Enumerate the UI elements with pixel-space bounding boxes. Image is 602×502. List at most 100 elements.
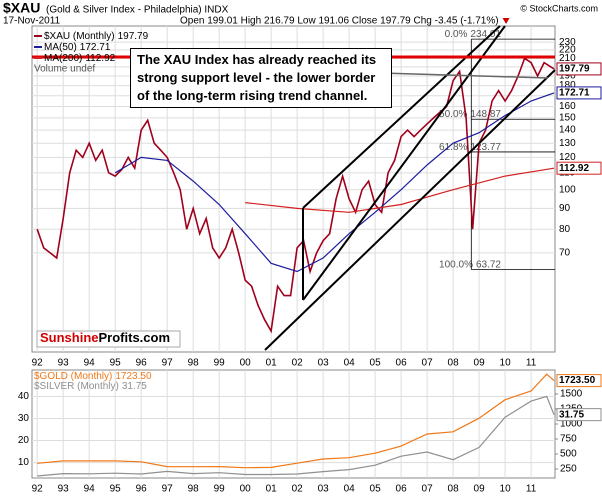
last-value-label: 1723.50 [559,375,596,386]
y-tick-label: 40 [18,391,30,402]
volume-label: Volume undef [34,64,95,75]
legend-entry: $GOLD (Monthly) 1723.50 [34,371,152,382]
y-tick-label: 180 [559,80,576,91]
series-line [37,395,555,477]
x-tick-label: 04 [344,484,356,495]
fib-percent: 100.0% [439,259,473,270]
legend-name: MA(50) [44,42,77,53]
last-value-box [556,374,602,388]
x-tick-label: 94 [84,484,96,495]
x-tick-label: 03 [318,484,330,495]
fib-percent: 0.0% [445,29,468,40]
x-tick-label: 92 [32,484,44,495]
chart-title: (Gold & Silver Index - Philadelphia) IND… [46,5,229,16]
last-value-label: 112.92 [559,163,589,174]
last-value-label: 31.75 [559,409,584,420]
y2-tick-label: 1000 [560,419,583,430]
last-value-box [556,86,602,100]
annotation: The XAU Index has already reached its st… [130,48,392,108]
fib-label: 50.0% 148.87 [439,109,501,120]
y-tick-label: 20 [18,435,30,446]
x-tick-label: 00 [240,484,252,495]
x-tick-label: 96 [136,358,148,369]
series-line [37,373,555,469]
legend-value: 31.75 [122,381,147,392]
x-tick-label: 98 [188,358,200,369]
x-tick-label: 06 [396,358,408,369]
y-tick-label: 70 [559,248,571,259]
trend-line [264,69,556,351]
x-tick-label: 11 [526,484,537,495]
x-tick-label: 07 [422,484,434,495]
logo-part: Profits.com [99,330,171,345]
x-tick-label: 05 [370,358,382,369]
logo: SunshineProfits.com [40,330,170,345]
y-tick-label: 120 [559,152,576,163]
y-tick-label: 100 [559,184,576,195]
x-tick-label: 94 [84,358,96,369]
pointer-line [379,72,549,79]
last-value-box [556,161,602,175]
x-tick-label: 92 [32,358,44,369]
y-tick-label: 130 [559,138,576,149]
source: © StockCharts.com [520,3,598,13]
x-tick-label: 09 [474,358,486,369]
series-line [114,92,555,273]
fib-value: 234.01 [470,29,501,40]
last-value-box [556,408,602,422]
last-value-box [556,62,602,76]
fib-value: 123.77 [470,142,501,153]
series-line [245,167,555,213]
date: 17-Nov-2011 [3,16,61,27]
logo-box [36,330,181,348]
legend-name: MA(200) [44,53,82,64]
legend-value: 112.92 [85,53,115,64]
y2-tick-label: 1500 [560,389,583,400]
fib-percent: 61.8% [439,142,467,153]
y-tick-label: 30 [18,413,30,424]
last-value-label: 172.71 [559,88,590,99]
x-tick-label: 05 [370,484,382,495]
legend-entry: MA(200) 112.92 [44,53,116,64]
y-tick-label: 10 [18,457,30,468]
fib-label: 0.0% 234.01 [445,29,502,40]
x-tick-label: 06 [396,484,408,495]
x-tick-label: 08 [448,358,460,369]
y-tick-label: 160 [559,101,576,112]
fib-label: 100.0% 63.72 [439,259,501,270]
x-tick-label: 02 [292,484,304,495]
x-tick-label: 99 [214,358,226,369]
y-tick-label: 220 [559,45,576,56]
legend-name: $SILVER (Monthly) [34,381,119,392]
legend-name: $XAU (Monthly) [44,31,115,42]
x-tick-label: 04 [344,358,356,369]
legend-entry: $XAU (Monthly) 197.79 [44,31,149,42]
fib-value: 63.72 [476,259,501,270]
y-tick-label: 90 [559,203,571,214]
legend-value: 197.79 [118,31,149,42]
legend-name: $GOLD (Monthly) [34,371,112,382]
x-tick-label: 98 [188,484,200,495]
quote: Open 199.01 High 216.79 Low 191.06 Close… [180,16,499,27]
legend-value: 172.71 [80,42,111,53]
x-tick-label: 93 [58,484,70,495]
symbol: $XAU [3,0,40,16]
y-tick-label: 230 [559,37,576,48]
x-tick-label: 93 [58,358,70,369]
x-tick-label: 01 [266,484,278,495]
legend-entry: $SILVER (Monthly) 31.75 [34,381,147,392]
x-tick-label: 09 [474,484,486,495]
legend-value: 1723.50 [115,371,152,382]
x-tick-label: 97 [162,358,174,369]
y2-tick-label: 250 [560,464,577,475]
series-line [36,57,555,334]
x-tick-label: 95 [110,358,122,369]
y-tick-label: 80 [559,224,571,235]
x-tick-label: 11 [526,358,537,369]
x-tick-label: 00 [240,358,252,369]
x-tick-label: 03 [318,358,330,369]
legend-entry: MA(50) 172.71 [44,42,111,53]
x-tick-label: 02 [292,358,304,369]
y-tick-label: 190 [559,71,576,82]
down-arrow [502,18,510,24]
